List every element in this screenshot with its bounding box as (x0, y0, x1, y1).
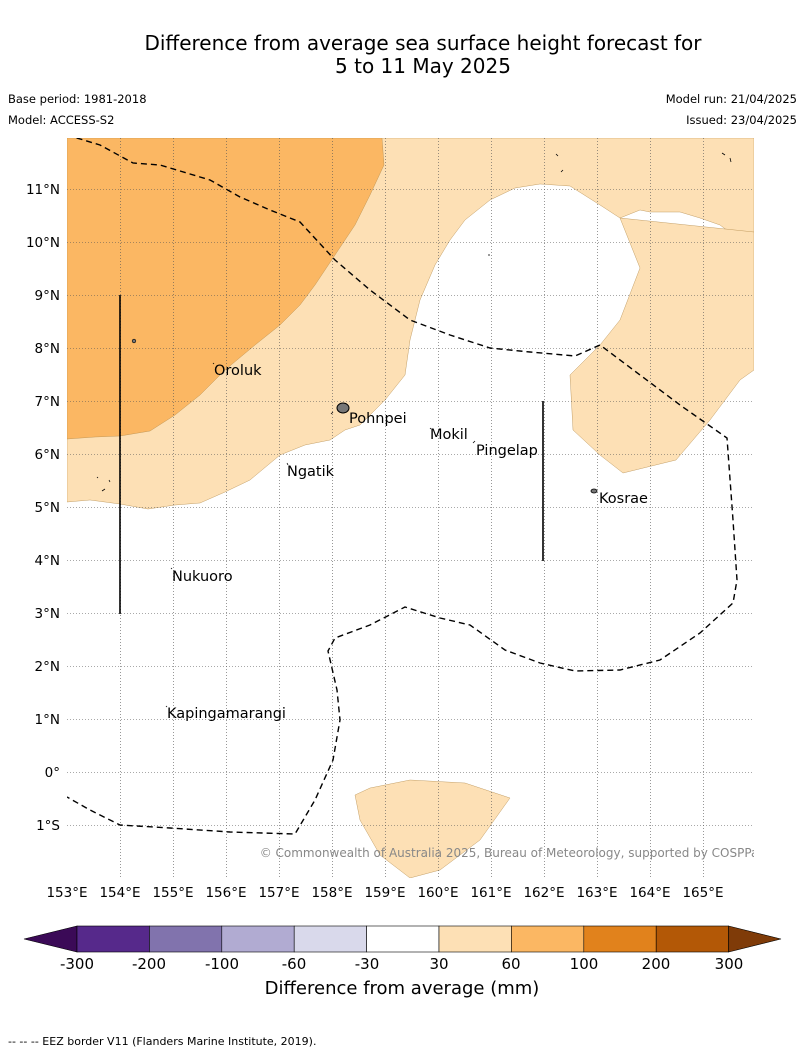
lat-label: 4°N (35, 553, 60, 569)
lon-label: 154°E (99, 885, 140, 901)
eez-legend-note: -- -- -- EEZ border V11 (Flanders Marine… (8, 1035, 317, 1048)
colorbar-segment (583, 925, 657, 953)
lon-label: 159°E (364, 885, 405, 901)
lat-label: 8°N (35, 341, 60, 357)
pohnpei-island (336, 402, 350, 414)
place-label-kapingamarangi: Kapingamarangi (167, 706, 286, 722)
lat-label: 6°N (35, 447, 60, 463)
colorbar-tick: 60 (501, 955, 520, 973)
colorbar-segment (366, 925, 440, 953)
base-period: Base period: 1981-2018 (8, 92, 147, 106)
small-islets (96, 152, 732, 708)
lon-label: 157°E (258, 885, 299, 901)
colorbar: -300 -200 -100 -60 -30 30 60 100 200 300 (23, 925, 782, 973)
lon-label: 160°E (417, 885, 458, 901)
graticule (67, 138, 754, 878)
colorbar-tick: -30 (355, 955, 380, 973)
colorbar-segment (76, 925, 150, 953)
colorbar-tick: 100 (570, 955, 599, 973)
lon-label: 164°E (629, 885, 670, 901)
model-name: Model: ACCESS-S2 (8, 113, 115, 127)
lat-label: 1°N (35, 712, 60, 728)
colorbar-segment (293, 925, 367, 953)
place-label-oroluk: Oroluk (214, 363, 262, 379)
colorbar-extend-high (728, 925, 782, 953)
kosrae-island (590, 488, 598, 494)
lat-label: 3°N (35, 606, 60, 622)
lon-label: 155°E (152, 885, 193, 901)
map-area: © Commonwealth of Australia 2025, Bureau… (67, 138, 765, 878)
place-label-nukuoro: Nukuoro (172, 569, 233, 585)
lon-label: 165°E (682, 885, 723, 901)
lon-label: 153°E (46, 885, 87, 901)
lat-label: 1°S (36, 818, 60, 834)
model-run: Model run: 21/04/2025 (665, 92, 797, 106)
colorbar-title: Difference from average (mm) (264, 978, 540, 999)
anomaly-region-60-100 (67, 138, 385, 440)
colorbar-segment (149, 925, 223, 953)
lat-label: 2°N (35, 659, 60, 675)
lon-label: 163°E (576, 885, 617, 901)
lat-label: 0° (45, 765, 60, 781)
colorbar-tick: -100 (205, 955, 239, 973)
eez-border (67, 138, 738, 835)
lon-label: 156°E (205, 885, 246, 901)
issued-date: Issued: 23/04/2025 (686, 113, 797, 127)
lat-label: 10°N (26, 235, 60, 251)
colorbar-tick: -60 (282, 955, 307, 973)
lon-label: 162°E (523, 885, 564, 901)
colorbar-tick: 300 (715, 955, 744, 973)
colorbar-segment (221, 925, 295, 953)
colorbar-tick: -300 (60, 955, 94, 973)
title-line-2: 5 to 11 May 2025 (335, 54, 511, 78)
lat-label: 7°N (35, 394, 60, 410)
colorbar-tick: 200 (642, 955, 671, 973)
colorbar-tick: 30 (429, 955, 448, 973)
lat-label: 5°N (35, 500, 60, 516)
anomaly-region-30-60-south (354, 779, 511, 878)
map-title: Difference from average sea surface heig… (20, 32, 804, 78)
anomaly-region-30-60-east (569, 217, 754, 474)
colorbar-extend-low (23, 925, 78, 953)
atoll-island (131, 338, 137, 344)
title-line-1: Difference from average sea surface heig… (144, 31, 702, 55)
lon-label: 158°E (311, 885, 352, 901)
place-label-pohnpei: Pohnpei (349, 411, 407, 427)
place-label-ngatik: Ngatik (287, 464, 335, 480)
lat-label: 9°N (35, 288, 60, 304)
lat-label: 11°N (26, 182, 60, 198)
colorbar-tick: -200 (132, 955, 166, 973)
latitude-labels: 11°N 10°N 9°N 8°N 7°N 6°N 5°N 4°N 3°N 2°… (26, 182, 60, 834)
colorbar-segment (438, 925, 512, 953)
place-label-pingelap: Pingelap (476, 443, 538, 459)
copyright-text: © Commonwealth of Australia 2025, Bureau… (260, 846, 765, 860)
longitude-labels: 153°E 154°E 155°E 156°E 157°E 158°E 159°… (46, 885, 723, 901)
place-label-kosrae: Kosrae (599, 491, 648, 507)
colorbar-segment (655, 925, 729, 953)
colorbar-segment (511, 925, 585, 953)
lon-label: 161°E (470, 885, 511, 901)
place-label-mokil: Mokil (430, 427, 468, 443)
